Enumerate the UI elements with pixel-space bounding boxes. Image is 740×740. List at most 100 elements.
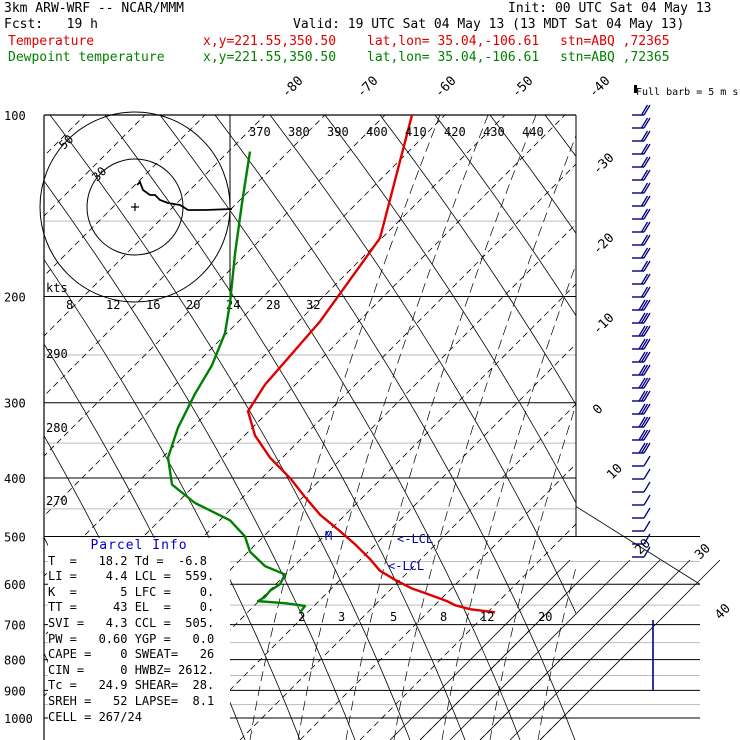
wind-barb-flag (638, 416, 646, 428)
wind-barb-flag (640, 286, 649, 298)
isotherm-label: 10 (604, 461, 626, 483)
parcel-row: PW = 0.60 YGP = 0.0 (48, 631, 215, 646)
wind-barb-flag (640, 364, 649, 376)
parcel-row: SVI = 4.3 CCL = 505. (48, 615, 215, 630)
mixing-ratio-label: 12 (480, 610, 494, 624)
theta-label: 430 (483, 125, 505, 139)
wind-barb-flag (640, 104, 649, 116)
wind-barb-flag (638, 325, 646, 337)
isotherm-line (179, 343, 576, 740)
wind-barb-flag (643, 104, 651, 116)
wind-barb-flag (640, 182, 649, 194)
pressure-tick-label: 800 (4, 654, 26, 668)
pressure-tick-label: 300 (4, 397, 26, 411)
wind-barb-flag (643, 221, 651, 233)
isotherm-label: -80 (279, 74, 306, 101)
wind-barb-flag (640, 442, 649, 454)
wind-barb-flag (643, 416, 651, 428)
forecast-hour: Fcst: 19 h (4, 17, 98, 32)
theta-label: 420 (444, 125, 466, 139)
isotherm-label: 20 (632, 536, 654, 558)
wind-barb-flag (643, 533, 651, 545)
isotherm-line (44, 115, 506, 577)
wind-barb-flag (640, 325, 649, 337)
isotherm-line (359, 523, 576, 740)
wind-barb-flag (640, 169, 649, 181)
extension-line (539, 559, 721, 740)
wind-barb-flag (640, 143, 649, 155)
parcel-info-title: Parcel Info (90, 538, 188, 553)
dry-adiabat (434, 115, 576, 317)
parcel-row: K = 5 LFC = 0. (48, 584, 215, 599)
wind-barb-flag (643, 130, 651, 142)
wind-barb-flag (640, 234, 649, 246)
dry-adiabat (159, 115, 521, 740)
wind-barb-flag (643, 390, 651, 402)
dry-adiabat (379, 115, 576, 406)
wind-barb-flag (640, 130, 649, 142)
dewpoint-latlon: lat,lon= 35.04,-106.61 (367, 50, 540, 65)
wind-barb-flag (640, 390, 649, 402)
wind-barb-flag (638, 429, 646, 441)
wind-barb-flag (640, 312, 649, 324)
wind-barb-flag (640, 260, 649, 272)
hodograph-ring-label: 30 (89, 164, 109, 184)
hodograph-unit-label: kts (46, 281, 68, 295)
isotherm-label: -60 (432, 74, 459, 101)
wind-barb-flag (638, 442, 646, 454)
wind-barb-flag (643, 299, 651, 311)
parcel-info-panel: Parcel Info T = 18.2 Td = -6.8 LI = 4.4 … (48, 538, 230, 740)
wind-barb-flag (638, 390, 646, 402)
lower-extension (389, 506, 721, 740)
moist-adiabat (393, 134, 576, 740)
hodograph-ring (39, 111, 231, 303)
parcel-row: CELL = 267/24 (48, 709, 142, 724)
extension-line (479, 559, 661, 740)
isotherm-line (119, 283, 576, 740)
wind-barb-flag (643, 195, 651, 207)
wind-barb-flag (643, 234, 651, 246)
mixing-ratio-label: 2 (298, 610, 305, 624)
wind-barb-flag (640, 338, 649, 350)
wind-barb-flag (643, 286, 651, 298)
parcel-row: CIN = 0 HWBZ= 2612. (48, 662, 215, 677)
wind-barb-flag (640, 377, 649, 389)
hodograph-speed-label: 12 (106, 298, 120, 312)
wind-barb-flag (643, 169, 651, 181)
wind-barb-flag (643, 507, 651, 519)
wind-barb-flag (643, 520, 651, 532)
pressure-tick-label: 600 (4, 578, 26, 592)
isotherm-line (720, 115, 740, 740)
init-time: Init: 00 UTC Sat 04 May 13 (508, 1, 712, 16)
isotherm-label: -30 (590, 151, 617, 178)
wind-barb-flag (638, 351, 646, 363)
mixing-ratio-label: 8 (440, 610, 447, 624)
dewpoint-xy: x,y=221.55,350.50 (203, 50, 337, 65)
hodograph-speed-label: 20 (186, 298, 200, 312)
moist-adiabat (586, 115, 740, 740)
parcel-row: CAPE = 0 SWEAT= 26 (48, 647, 215, 662)
hodograph-speed-label: 8 (66, 298, 73, 312)
wind-barb-flag (640, 429, 649, 441)
theta-left-label: 290 (46, 347, 68, 361)
barb-legend-title: Full barb = 5 m s⁻¹ (636, 87, 740, 98)
extension-line (509, 559, 691, 740)
wind-barb-flag (638, 299, 646, 311)
moist-adiabat (489, 403, 576, 740)
isotherm-label: 0 (590, 402, 606, 418)
wind-barb-flag (640, 208, 649, 220)
moist-adiabat (634, 115, 740, 740)
wind-barb-flag (643, 208, 651, 220)
clipped-grid (44, 115, 740, 740)
moist-adiabat (297, 115, 489, 740)
pressure-tick-label: 900 (4, 684, 26, 698)
barb-legend-tick (634, 85, 637, 93)
wind-barb-flag (640, 416, 649, 428)
theta-left-label: 270 (46, 494, 68, 508)
isotherm-line (59, 223, 576, 740)
wind-barb-flag (643, 364, 651, 376)
dewpoint-station: stn=ABQ ,72365 (560, 50, 670, 65)
wind-barb-flag (643, 429, 651, 441)
isotherm-line (299, 463, 576, 740)
mixing-ratio-label: 20 (538, 610, 552, 624)
